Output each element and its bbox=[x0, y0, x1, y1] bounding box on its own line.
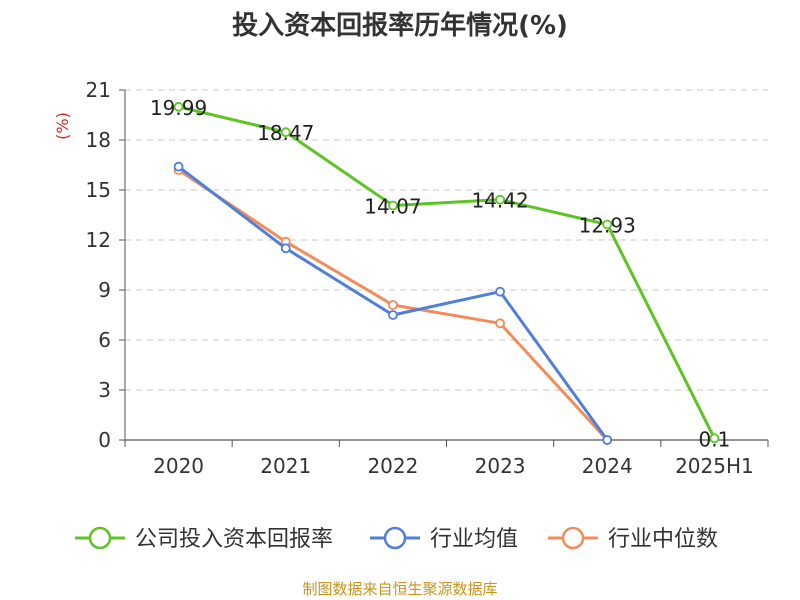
legend-swatch-marker bbox=[383, 526, 407, 550]
data-point bbox=[388, 300, 398, 310]
legend-swatch-marker bbox=[88, 526, 112, 550]
legend-item: 公司投入资本回报率 bbox=[75, 526, 333, 552]
y-tick-label: 18 bbox=[86, 128, 111, 152]
axes bbox=[119, 89, 769, 447]
chart-title: 投入资本回报率历年情况(%) bbox=[232, 10, 568, 41]
data-point bbox=[495, 286, 505, 297]
data-labels: 19.99 18.47 14.07 14.42 12.93 0.1 bbox=[150, 96, 730, 452]
legend-swatch-marker bbox=[561, 526, 585, 550]
series-1 bbox=[173, 161, 613, 445]
series-line bbox=[178, 105, 716, 440]
data-point bbox=[602, 435, 613, 445]
data-label: 0.1 bbox=[699, 427, 731, 451]
data-point bbox=[388, 310, 398, 320]
y-tick-label: 12 bbox=[86, 228, 111, 252]
data-point bbox=[280, 243, 291, 254]
series-group bbox=[173, 101, 720, 445]
y-tick-label: 0 bbox=[98, 428, 111, 452]
y-tick-label: 6 bbox=[98, 328, 111, 352]
x-tick-label: 2020 bbox=[153, 454, 204, 478]
y-tick-label: 21 bbox=[86, 78, 111, 102]
data-label: 14.07 bbox=[364, 195, 421, 219]
legend-label: 行业中位数 bbox=[608, 527, 718, 552]
data-point bbox=[602, 219, 613, 230]
data-label: 14.42 bbox=[471, 189, 528, 213]
legend-item: 行业中位数 bbox=[548, 526, 718, 552]
legend-item: 行业均值 bbox=[370, 526, 518, 552]
x-tick-label: 2025H1 bbox=[675, 454, 754, 478]
data-point bbox=[495, 194, 505, 205]
series-0 bbox=[173, 101, 720, 444]
x-tick-label: 2022 bbox=[367, 454, 418, 478]
data-point bbox=[495, 318, 505, 329]
legend-label: 公司投入资本回报率 bbox=[135, 527, 333, 552]
y-tick-label: 9 bbox=[98, 278, 111, 302]
y-tick-label: 15 bbox=[86, 178, 111, 202]
data-label: 12.93 bbox=[579, 214, 636, 238]
data-label: 19.99 bbox=[150, 96, 207, 120]
data-label: 18.47 bbox=[257, 121, 314, 145]
legend-label: 行业均值 bbox=[430, 527, 518, 552]
data-point bbox=[280, 127, 291, 138]
data-point bbox=[173, 161, 184, 172]
x-tick-label: 2023 bbox=[475, 454, 526, 478]
source-note: 制图数据来自恒生聚源数据库 bbox=[302, 580, 497, 598]
x-tick-labels: 2020 2021 2022 2023 2024 2025H1 bbox=[153, 454, 754, 478]
y-axis-label: (%) bbox=[53, 112, 72, 140]
y-tick-label: 3 bbox=[98, 378, 111, 402]
legend: 公司投入资本回报率 行业均值 行业中位数 bbox=[75, 526, 718, 552]
gridlines bbox=[125, 89, 768, 391]
data-point bbox=[709, 433, 720, 444]
x-tick-label: 2024 bbox=[582, 454, 633, 478]
data-point bbox=[173, 101, 184, 112]
x-tick-label: 2021 bbox=[260, 454, 311, 478]
y-tick-labels: 0 3 6 9 12 15 18 21 bbox=[86, 78, 111, 452]
data-point bbox=[388, 200, 398, 211]
